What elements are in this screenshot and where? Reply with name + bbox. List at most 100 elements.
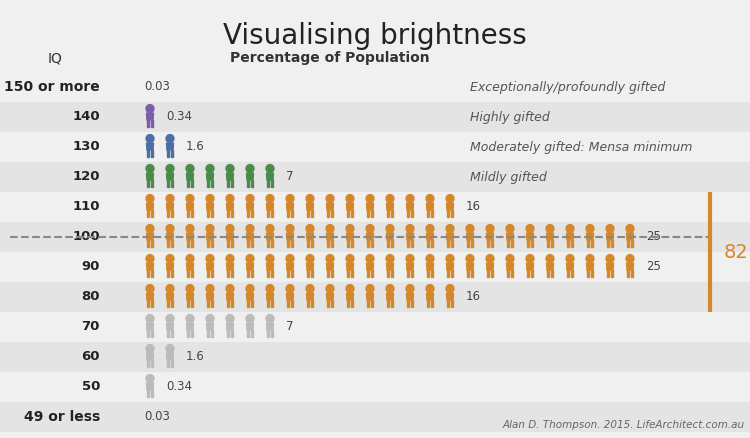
Polygon shape <box>251 270 254 276</box>
Polygon shape <box>631 270 633 276</box>
Polygon shape <box>547 270 549 276</box>
Text: Alan D. Thompson. 2015. LifeArchitect.com.au: Alan D. Thompson. 2015. LifeArchitect.co… <box>503 420 745 430</box>
Polygon shape <box>226 233 233 240</box>
Polygon shape <box>586 233 593 240</box>
Polygon shape <box>386 203 394 210</box>
Text: Exceptionally/profoundly gifted: Exceptionally/profoundly gifted <box>470 81 665 93</box>
Polygon shape <box>251 300 254 307</box>
Polygon shape <box>547 263 554 270</box>
Polygon shape <box>166 173 173 180</box>
Polygon shape <box>247 293 254 300</box>
Polygon shape <box>406 293 413 300</box>
Polygon shape <box>267 210 269 217</box>
Polygon shape <box>166 203 173 210</box>
Text: 60: 60 <box>82 350 100 364</box>
Polygon shape <box>211 210 213 217</box>
Circle shape <box>346 285 354 293</box>
Polygon shape <box>526 270 530 276</box>
Polygon shape <box>286 293 293 300</box>
Polygon shape <box>187 330 189 336</box>
Polygon shape <box>251 210 254 217</box>
Text: Percentage of Population: Percentage of Population <box>230 51 430 65</box>
Circle shape <box>446 285 454 293</box>
Circle shape <box>626 225 634 233</box>
Polygon shape <box>427 233 433 240</box>
Text: 25: 25 <box>646 230 661 244</box>
Polygon shape <box>226 173 233 180</box>
Circle shape <box>406 225 414 233</box>
Circle shape <box>186 225 194 233</box>
Polygon shape <box>411 300 413 307</box>
Polygon shape <box>151 270 153 276</box>
Polygon shape <box>571 240 573 247</box>
Polygon shape <box>626 233 634 240</box>
Circle shape <box>206 314 214 322</box>
Polygon shape <box>351 300 353 307</box>
Polygon shape <box>507 270 509 276</box>
Circle shape <box>246 314 254 322</box>
Polygon shape <box>327 240 329 247</box>
Polygon shape <box>406 233 413 240</box>
Polygon shape <box>166 300 170 307</box>
Circle shape <box>586 254 594 262</box>
Text: 16: 16 <box>466 201 481 213</box>
Polygon shape <box>171 330 173 336</box>
Polygon shape <box>326 233 334 240</box>
Polygon shape <box>206 263 214 270</box>
Polygon shape <box>291 300 293 307</box>
Circle shape <box>246 165 254 173</box>
Polygon shape <box>286 263 293 270</box>
Circle shape <box>206 254 214 262</box>
Polygon shape <box>226 323 233 330</box>
Polygon shape <box>171 180 173 187</box>
Polygon shape <box>446 263 454 270</box>
Circle shape <box>206 194 214 202</box>
Polygon shape <box>190 270 194 276</box>
Polygon shape <box>367 263 374 270</box>
Polygon shape <box>406 240 410 247</box>
Polygon shape <box>326 293 334 300</box>
Polygon shape <box>146 203 154 210</box>
Circle shape <box>146 314 154 322</box>
Circle shape <box>286 285 294 293</box>
Polygon shape <box>166 293 173 300</box>
Circle shape <box>186 285 194 293</box>
Polygon shape <box>286 210 290 217</box>
Polygon shape <box>171 300 173 307</box>
Circle shape <box>206 225 214 233</box>
Polygon shape <box>207 180 209 187</box>
Bar <box>0 402 750 432</box>
Polygon shape <box>206 233 214 240</box>
Polygon shape <box>187 180 189 187</box>
Polygon shape <box>147 240 149 247</box>
Polygon shape <box>231 240 233 247</box>
Polygon shape <box>607 233 613 240</box>
Polygon shape <box>307 270 309 276</box>
Polygon shape <box>166 270 170 276</box>
Polygon shape <box>427 210 429 217</box>
Circle shape <box>186 254 194 262</box>
Polygon shape <box>607 270 609 276</box>
Text: 7: 7 <box>286 321 293 333</box>
Polygon shape <box>166 240 170 247</box>
Polygon shape <box>251 240 254 247</box>
Polygon shape <box>187 323 194 330</box>
Circle shape <box>626 254 634 262</box>
Polygon shape <box>566 263 574 270</box>
Circle shape <box>426 194 434 202</box>
Circle shape <box>146 254 154 262</box>
Polygon shape <box>271 330 273 336</box>
Polygon shape <box>247 240 249 247</box>
Circle shape <box>486 225 494 233</box>
Bar <box>0 162 750 192</box>
Bar <box>0 192 750 222</box>
Circle shape <box>186 165 194 173</box>
Circle shape <box>446 194 454 202</box>
Polygon shape <box>146 353 154 360</box>
Polygon shape <box>266 203 274 210</box>
Polygon shape <box>591 270 593 276</box>
Polygon shape <box>151 240 153 247</box>
Circle shape <box>386 285 394 293</box>
Polygon shape <box>427 240 429 247</box>
Polygon shape <box>166 180 170 187</box>
